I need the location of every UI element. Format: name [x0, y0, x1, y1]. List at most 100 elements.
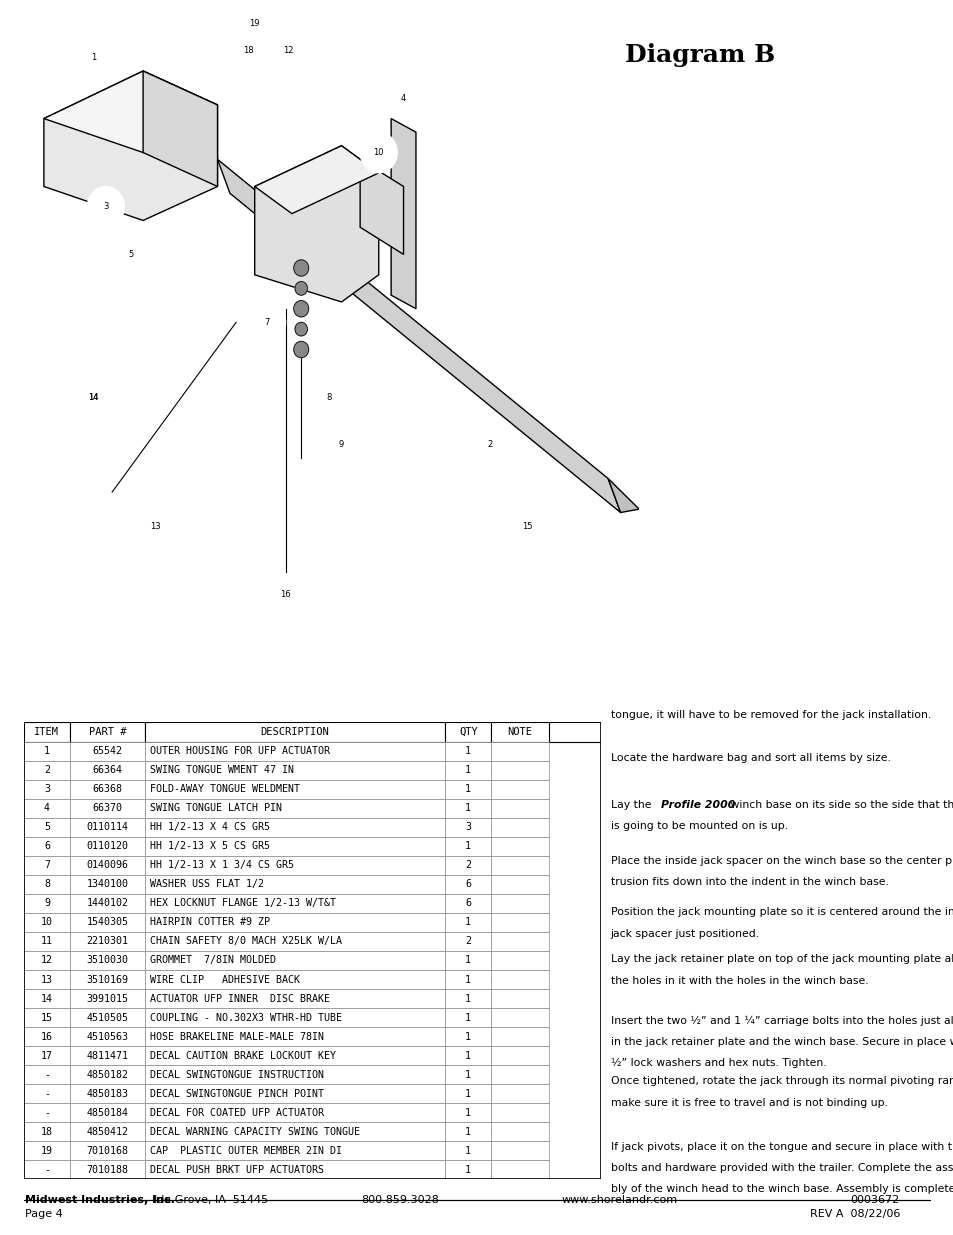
Text: If jack pivots, place it on the tongue and secure in place with the: If jack pivots, place it on the tongue a…	[610, 1142, 953, 1152]
Text: 1: 1	[465, 1126, 471, 1137]
Bar	[145, 894, 445, 913]
Text: 1: 1	[465, 1089, 471, 1099]
Text: 10: 10	[373, 148, 384, 157]
Circle shape	[136, 506, 173, 547]
Text: 2: 2	[44, 764, 50, 776]
Text: 6: 6	[44, 841, 50, 851]
Text: 3510169: 3510169	[87, 974, 129, 984]
Text: 3: 3	[465, 823, 471, 832]
Text: tongue, it will have to be removed for the jack installation.: tongue, it will have to be removed for t…	[610, 710, 930, 720]
Text: Ida Grove, IA  51445: Ida Grove, IA 51445	[140, 1195, 268, 1205]
Polygon shape	[608, 479, 639, 513]
Text: 4850182: 4850182	[87, 1070, 129, 1079]
Bar	[24, 722, 600, 741]
Text: 4: 4	[44, 803, 50, 813]
Text: ½” lock washers and hex nuts. Tighten.: ½” lock washers and hex nuts. Tighten.	[610, 1057, 825, 1068]
Bar	[491, 722, 549, 741]
Text: 66364: 66364	[92, 764, 122, 776]
Circle shape	[74, 377, 112, 417]
Text: NOTE: NOTE	[507, 727, 532, 737]
Bar	[24, 722, 70, 741]
Text: Profile 2000: Profile 2000	[660, 799, 735, 809]
Text: REV A  08/22/06: REV A 08/22/06	[809, 1209, 899, 1219]
Text: Midwest Industries, Inc.: Midwest Industries, Inc.	[25, 1195, 174, 1205]
Bar	[145, 1123, 445, 1141]
Text: Position the jack mounting plate so it is centered around the inside: Position the jack mounting plate so it i…	[610, 908, 953, 918]
Bar	[445, 799, 491, 818]
Bar	[145, 989, 445, 1008]
Text: COUPLING - NO.302X3 WTHR-HD TUBE: COUPLING - NO.302X3 WTHR-HD TUBE	[150, 1013, 341, 1023]
Text: 1: 1	[465, 764, 471, 776]
Text: GROMMET  7/8IN MOLDED: GROMMET 7/8IN MOLDED	[150, 956, 275, 966]
Bar	[145, 1008, 445, 1028]
Text: 2210301: 2210301	[87, 936, 129, 946]
Text: 14: 14	[88, 393, 99, 401]
Text: 13: 13	[150, 521, 161, 531]
Bar	[445, 913, 491, 932]
Text: 1: 1	[465, 1070, 471, 1079]
Bar	[70, 1065, 145, 1084]
Text: -: -	[44, 1070, 50, 1079]
Bar	[445, 1008, 491, 1028]
Bar	[491, 1123, 549, 1141]
Bar	[70, 1123, 145, 1141]
Bar	[24, 1046, 70, 1065]
Text: 1: 1	[44, 746, 50, 756]
Text: www.shorelandr.com: www.shorelandr.com	[561, 1195, 678, 1205]
Circle shape	[248, 303, 286, 343]
Bar	[145, 1103, 445, 1123]
Text: Insert the two ½” and 1 ¼” carriage bolts into the holes just aligned: Insert the two ½” and 1 ¼” carriage bolt…	[610, 1015, 953, 1025]
Circle shape	[233, 27, 276, 74]
Text: Once tightened, rotate the jack through its normal pivoting range to: Once tightened, rotate the jack through …	[610, 1077, 953, 1087]
Text: 66370: 66370	[92, 803, 122, 813]
Text: 1: 1	[465, 1051, 471, 1061]
Text: 3510030: 3510030	[87, 956, 129, 966]
Bar	[70, 1028, 145, 1046]
Bar	[145, 722, 445, 741]
Text: 65542: 65542	[92, 746, 122, 756]
Text: QTY: QTY	[458, 727, 477, 737]
Text: 1440102: 1440102	[87, 898, 129, 909]
Circle shape	[310, 377, 347, 417]
Bar	[145, 799, 445, 818]
Bar	[70, 1084, 145, 1103]
Bar	[445, 1103, 491, 1123]
Text: bolts and hardware provided with the trailer. Complete the assem-: bolts and hardware provided with the tra…	[610, 1163, 953, 1173]
Text: Diagram B: Diagram B	[624, 43, 774, 67]
Bar	[24, 837, 70, 856]
Bar	[491, 1065, 549, 1084]
Bar	[24, 913, 70, 932]
Bar	[70, 779, 145, 799]
Circle shape	[270, 30, 307, 72]
Polygon shape	[44, 72, 217, 153]
Text: FOLD-AWAY TONGUE WELDMENT: FOLD-AWAY TONGUE WELDMENT	[150, 784, 299, 794]
Text: winch base on its side so the side that the jack: winch base on its side so the side that …	[726, 799, 953, 809]
Bar	[70, 837, 145, 856]
Bar	[145, 913, 445, 932]
Text: 1: 1	[465, 918, 471, 927]
Bar	[491, 837, 549, 856]
Text: 3: 3	[44, 784, 50, 794]
Circle shape	[112, 233, 149, 275]
Bar	[491, 989, 549, 1008]
Circle shape	[74, 37, 112, 78]
Text: in the jack retainer plate and the winch base. Secure in place with: in the jack retainer plate and the winch…	[610, 1036, 953, 1046]
Bar	[70, 1046, 145, 1065]
Text: 1: 1	[465, 841, 471, 851]
Text: 9: 9	[44, 898, 50, 909]
Bar	[24, 951, 70, 969]
Circle shape	[359, 132, 396, 173]
Text: OUTER HOUSING FOR UFP ACTUATOR: OUTER HOUSING FOR UFP ACTUATOR	[150, 746, 330, 756]
Text: 0140096: 0140096	[87, 861, 129, 871]
Bar	[145, 741, 445, 761]
Text: 4850183: 4850183	[87, 1089, 129, 1099]
Circle shape	[273, 43, 304, 78]
Polygon shape	[254, 146, 378, 303]
Polygon shape	[44, 72, 217, 220]
Bar	[491, 818, 549, 837]
Bar	[491, 1141, 549, 1161]
Text: 15: 15	[521, 521, 533, 531]
Text: 6: 6	[465, 898, 471, 909]
Text: DECAL SWINGTONGUE INSTRUCTION: DECAL SWINGTONGUE INSTRUCTION	[150, 1070, 323, 1079]
Bar	[145, 1161, 445, 1179]
